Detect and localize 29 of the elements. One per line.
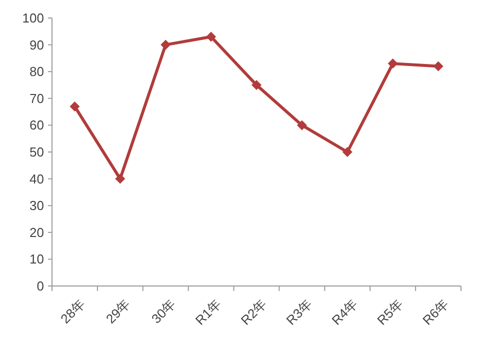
y-tick-label: 30 — [30, 198, 44, 214]
point — [296, 120, 307, 130]
y-tick-label: 20 — [30, 224, 44, 240]
y-tick-label: 70 — [30, 90, 44, 106]
x-tick-label: R1年 — [192, 296, 224, 328]
x-tick-label: 29年 — [103, 296, 134, 326]
y-tick-label: 40 — [30, 171, 44, 186]
y-tick-label: 50 — [30, 144, 44, 160]
point — [115, 174, 126, 184]
x-tick-label: R3年 — [283, 296, 315, 328]
y-tick-label: 100 — [22, 10, 44, 26]
point — [388, 58, 398, 69]
x-tick-label: R5年 — [374, 296, 406, 328]
y-tick-label: 10 — [30, 252, 44, 267]
point — [160, 40, 171, 50]
point — [433, 61, 444, 72]
point — [342, 147, 352, 157]
x-tick-label: 28年 — [58, 296, 88, 326]
y-tick-label: 0 — [36, 278, 44, 294]
point — [252, 80, 262, 90]
x-tick-label: 30年 — [148, 296, 179, 326]
point — [70, 101, 80, 112]
x-tick-label: R2年 — [238, 296, 270, 328]
y-tick-label: 60 — [30, 118, 44, 133]
point — [206, 32, 216, 42]
x-tick-label: R4年 — [328, 296, 360, 328]
x-tick-label: R6年 — [420, 296, 452, 328]
y-tick-label: 90 — [30, 37, 44, 52]
y-tick-label: 80 — [30, 64, 44, 80]
